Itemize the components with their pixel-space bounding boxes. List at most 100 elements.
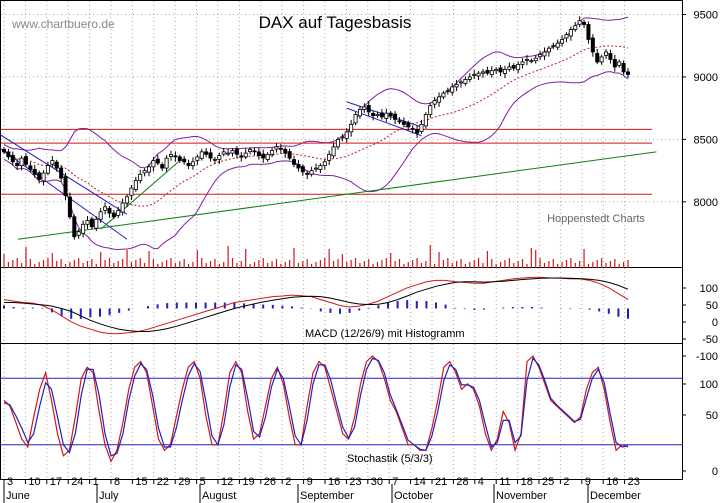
- price-panel: [0, 0, 683, 268]
- candle-body: [103, 206, 108, 211]
- candle-body: [208, 152, 213, 159]
- x-tick-label: 30: [371, 476, 383, 488]
- candle-body: [516, 64, 521, 71]
- candle-body: [41, 172, 46, 182]
- stochastic-y-tick-label: 100: [700, 379, 718, 391]
- stochastic-line: [3, 355, 629, 463]
- candle-body: [524, 59, 529, 61]
- x-tick-label: 25: [542, 476, 554, 488]
- candle-body: [67, 196, 72, 218]
- candle-body: [164, 157, 169, 169]
- candle-body: [300, 166, 305, 173]
- candle-body: [599, 56, 604, 63]
- macd-y-tick-label: 50: [706, 300, 718, 312]
- price-y-tick-label: 8500: [694, 134, 718, 146]
- x-tick-label: 16: [606, 476, 618, 488]
- stochastic-indicator: [1, 355, 682, 463]
- candle-body: [533, 57, 538, 62]
- candle-body: [327, 153, 332, 161]
- candle-body: [349, 123, 354, 133]
- candle-body: [59, 167, 64, 179]
- candle-body: [445, 90, 450, 93]
- candle-body: [397, 120, 402, 123]
- candle-body: [243, 152, 248, 158]
- candle-body: [19, 157, 24, 166]
- candle-body: [168, 153, 173, 157]
- candle-body: [76, 231, 81, 236]
- candle-body: [313, 167, 318, 170]
- candle-body: [441, 92, 446, 98]
- candle-body: [520, 61, 525, 65]
- candle-body: [393, 113, 398, 120]
- candle-body: [401, 121, 406, 125]
- candle-body: [538, 54, 543, 58]
- x-tick-label: 2: [563, 476, 569, 488]
- candle-body: [617, 61, 622, 66]
- candle-body: [331, 146, 336, 157]
- candle-body: [542, 51, 547, 57]
- candle-body: [472, 74, 477, 76]
- month-label: September: [300, 490, 354, 502]
- candle-body: [612, 59, 617, 68]
- channel-line: [0, 134, 128, 215]
- candle-body: [480, 71, 485, 74]
- candle-body: [340, 136, 345, 139]
- candle-body: [494, 69, 499, 72]
- x-tick-label: 5: [200, 476, 206, 488]
- candle-body: [147, 166, 152, 173]
- x-tick-label: 1: [93, 476, 99, 488]
- credit-label: Hoppenstedt Charts: [547, 213, 645, 225]
- candle-body: [353, 113, 358, 124]
- candle-body: [287, 151, 292, 159]
- candle-body: [125, 196, 130, 204]
- candle-body: [357, 108, 362, 117]
- candle-body: [459, 81, 464, 84]
- x-tick-label: 19: [242, 476, 254, 488]
- candle-body: [419, 123, 424, 133]
- candle-body: [568, 29, 573, 37]
- candle-body: [142, 170, 147, 174]
- candle-body: [604, 51, 609, 56]
- x-tick-label: 10: [28, 476, 40, 488]
- month-label: July: [99, 490, 119, 502]
- x-tick-label: 26: [264, 476, 276, 488]
- candle-body: [586, 24, 591, 40]
- x-tick-label: 9: [585, 476, 591, 488]
- candle-body: [252, 150, 257, 153]
- x-tick-label: 11: [499, 476, 510, 488]
- candle-body: [160, 164, 165, 169]
- candle-body: [72, 216, 77, 238]
- x-tick-label: 4: [478, 476, 484, 488]
- candle-body: [199, 151, 204, 159]
- x-tick-label: 7: [392, 476, 398, 488]
- macd-y-tick-label: 100: [700, 283, 718, 295]
- candle-body: [116, 210, 121, 216]
- price-y-tick-label: 8000: [694, 197, 718, 209]
- candle-body: [133, 180, 138, 190]
- bollinger-bands: [3, 16, 629, 251]
- candle-body: [10, 154, 15, 163]
- candle-body: [234, 148, 239, 155]
- candle-body: [309, 170, 314, 175]
- candle-body: [283, 148, 288, 154]
- x-tick-label: 28: [456, 476, 468, 488]
- macd-indicator: [3, 276, 629, 335]
- x-tick-label: 23: [349, 476, 361, 488]
- x-tick-label: 22: [157, 476, 169, 488]
- candle-body: [379, 112, 384, 118]
- candle-body: [507, 66, 512, 70]
- macd-label: MACD (12/26/9) mit Histogramm: [305, 328, 465, 340]
- candle-body: [173, 155, 178, 158]
- candle-body: [190, 161, 195, 166]
- candle-body: [186, 162, 191, 166]
- candle-body: [467, 76, 472, 80]
- candle-body: [204, 151, 209, 155]
- candle-body: [81, 223, 86, 234]
- candle-body: [582, 21, 587, 25]
- candle-body: [98, 211, 103, 220]
- candle-body: [50, 160, 55, 165]
- candle-body: [305, 172, 310, 175]
- candle-body: [437, 96, 442, 103]
- candle-body: [54, 161, 59, 169]
- upper-band: [3, 16, 629, 169]
